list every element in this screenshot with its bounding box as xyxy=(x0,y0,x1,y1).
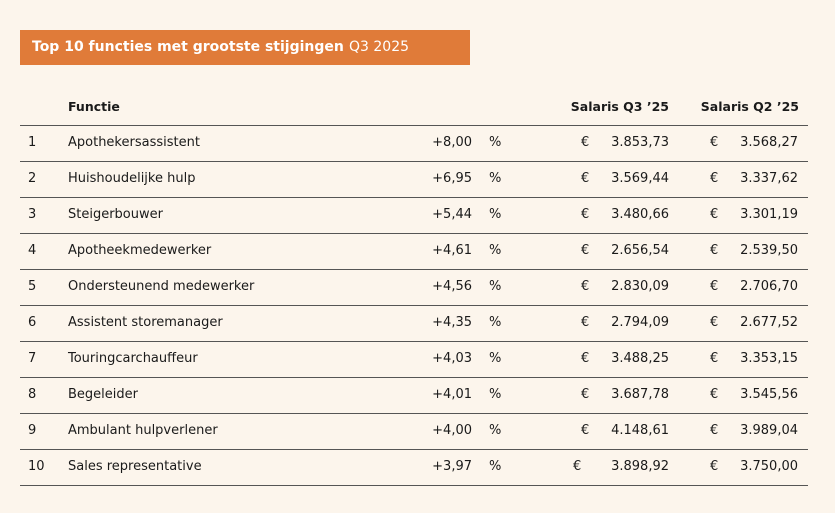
title-banner: Top 10 functies met grootste stijgingen … xyxy=(20,30,470,65)
salary-q3: 2.656,54 xyxy=(611,243,669,258)
row-rule xyxy=(20,413,808,414)
percent-sign: % xyxy=(489,171,502,186)
function: Ondersteunend medewerker xyxy=(68,279,255,294)
euro-sign: € xyxy=(710,243,719,258)
euro-sign: € xyxy=(581,279,590,294)
function: Apothekersassistent xyxy=(68,135,200,150)
euro-sign: € xyxy=(581,315,590,330)
column-header: Salaris Q3 ’25 xyxy=(570,99,669,114)
euro-sign: € xyxy=(710,459,719,474)
change: +4,01 xyxy=(432,387,472,402)
change: +6,95 xyxy=(432,171,472,186)
percent-sign: % xyxy=(489,135,502,150)
percent-sign: % xyxy=(489,207,502,222)
salary-q2: 2.539,50 xyxy=(740,243,798,258)
rank: 5 xyxy=(28,279,37,294)
change: +4,56 xyxy=(432,279,472,294)
euro-sign: € xyxy=(581,243,590,258)
function: Assistent storemanager xyxy=(68,315,223,330)
rank: 4 xyxy=(28,243,37,258)
euro-sign: € xyxy=(581,423,590,438)
row-rule xyxy=(20,233,808,234)
percent-sign: % xyxy=(489,351,502,366)
rank: 1 xyxy=(28,135,37,150)
change: +4,35 xyxy=(432,315,472,330)
euro-sign: € xyxy=(581,351,590,366)
euro-sign: € xyxy=(710,423,719,438)
function: Touringcarchauffeur xyxy=(68,351,198,366)
percent-sign: % xyxy=(489,243,502,258)
title: Top 10 functies met grootste stijgingen xyxy=(32,39,344,55)
row-rule xyxy=(20,485,808,486)
row-rule xyxy=(20,341,808,342)
row-rule xyxy=(20,161,808,162)
change: +8,00 xyxy=(432,135,472,150)
euro-sign: € xyxy=(710,171,719,186)
row-rule xyxy=(20,377,808,378)
rank: 2 xyxy=(28,171,37,186)
function: Apotheekmedewerker xyxy=(68,243,212,258)
salary-q3: 3.569,44 xyxy=(611,171,669,186)
salary-q3: 2.830,09 xyxy=(611,279,669,294)
change: +5,44 xyxy=(432,207,472,222)
change: +3,97 xyxy=(432,459,472,474)
salary-q2: 3.301,19 xyxy=(740,207,798,222)
rank: 3 xyxy=(28,207,37,222)
column-header: Salaris Q2 ’25 xyxy=(700,99,799,114)
euro-sign: € xyxy=(710,135,719,150)
euro-sign: € xyxy=(581,135,590,150)
percent-sign: % xyxy=(489,279,502,294)
salary-q2: 3.545,56 xyxy=(740,387,798,402)
euro-sign: € xyxy=(581,207,590,222)
change: +4,61 xyxy=(432,243,472,258)
salary-q3: 3.480,66 xyxy=(611,207,669,222)
salary-q2: 3.989,04 xyxy=(740,423,798,438)
percent-sign: % xyxy=(489,423,502,438)
salary-q2: 3.568,27 xyxy=(740,135,798,150)
salary-q3: 3.853,73 xyxy=(611,135,669,150)
rank: 7 xyxy=(28,351,37,366)
row-rule xyxy=(20,269,808,270)
euro-sign: € xyxy=(710,207,719,222)
percent-sign: % xyxy=(489,459,502,474)
salary-q2: 2.677,52 xyxy=(740,315,798,330)
percent-sign: % xyxy=(489,315,502,330)
row-rule xyxy=(20,305,808,306)
salary-q2: 3.353,15 xyxy=(740,351,798,366)
function: Huishoudelijke hulp xyxy=(68,171,196,186)
function: Ambulant hulpverlener xyxy=(68,423,218,438)
salary-q3: 4.148,61 xyxy=(611,423,669,438)
salary-q3: 2.794,09 xyxy=(611,315,669,330)
percent-sign: % xyxy=(489,387,502,402)
change: +4,00 xyxy=(432,423,472,438)
row-rule xyxy=(20,449,808,450)
subtitle: Q3 2025 xyxy=(349,39,410,55)
euro-sign: € xyxy=(710,387,719,402)
rank: 9 xyxy=(28,423,37,438)
function: Sales representative xyxy=(68,459,202,474)
salary-q2: 2.706,70 xyxy=(740,279,798,294)
salary-q3: 3.687,78 xyxy=(611,387,669,402)
euro-sign: € xyxy=(581,387,590,402)
function: Begeleider xyxy=(68,387,138,402)
salary-q2: 3.337,62 xyxy=(740,171,798,186)
row-rule xyxy=(20,197,808,198)
rank: 6 xyxy=(28,315,37,330)
euro-sign: € xyxy=(573,459,582,474)
salary-q2: 3.750,00 xyxy=(740,459,798,474)
euro-sign: € xyxy=(710,351,719,366)
salary-q3: 3.898,92 xyxy=(611,459,669,474)
salary-q3: 3.488,25 xyxy=(611,351,669,366)
euro-sign: € xyxy=(581,171,590,186)
header-rule xyxy=(20,125,808,126)
euro-sign: € xyxy=(710,279,719,294)
change: +4,03 xyxy=(432,351,472,366)
function: Steigerbouwer xyxy=(68,207,163,222)
euro-sign: € xyxy=(710,315,719,330)
rank: 10 xyxy=(28,459,45,474)
column-header: Functie xyxy=(68,99,120,114)
rank: 8 xyxy=(28,387,37,402)
